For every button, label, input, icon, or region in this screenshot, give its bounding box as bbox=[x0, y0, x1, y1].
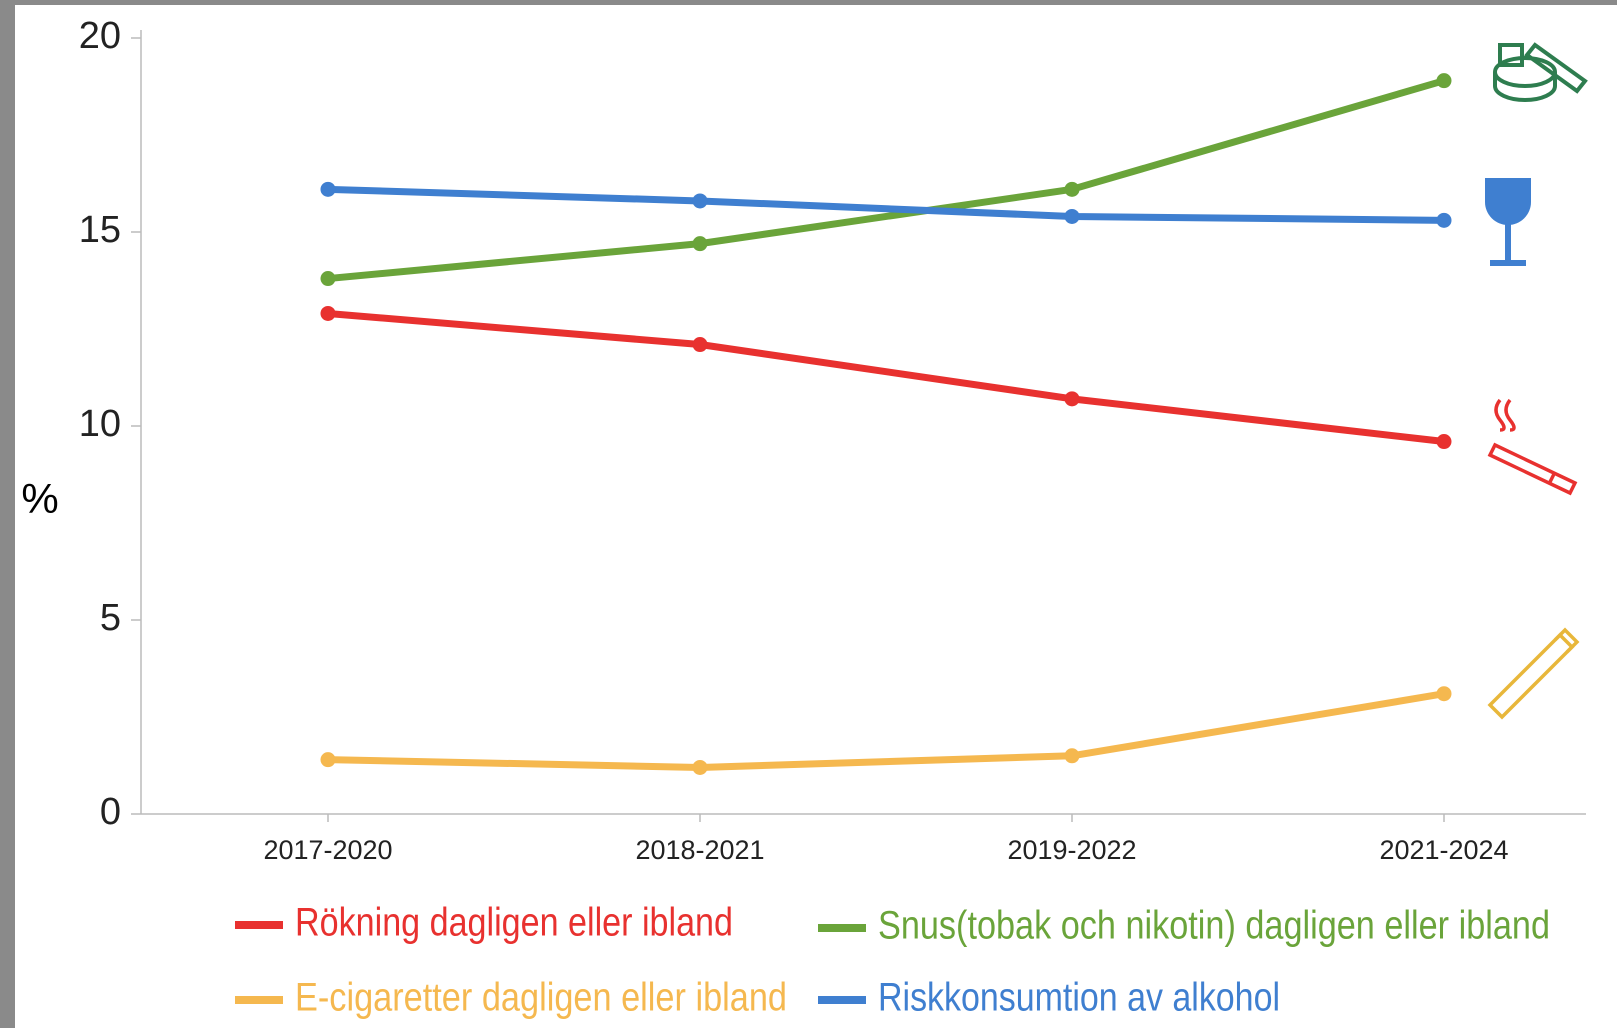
legend-swatch bbox=[818, 924, 866, 932]
legend-label: Snus(tobak och nikotin) dagligen eller i… bbox=[878, 904, 1550, 948]
data-point bbox=[1436, 434, 1452, 450]
x-tick-label: 2017-2020 bbox=[263, 835, 392, 865]
series-line bbox=[327, 690, 1445, 771]
legend-label: Rökning dagligen eller ibland bbox=[295, 901, 733, 945]
data-point bbox=[692, 193, 708, 209]
series-line bbox=[327, 77, 1445, 283]
y-tick-label: 10 bbox=[79, 403, 121, 445]
data-point bbox=[1064, 391, 1080, 407]
data-point bbox=[320, 181, 336, 197]
legend-label: Riskkonsumtion av alkohol bbox=[878, 976, 1280, 1020]
chart-background bbox=[15, 5, 1617, 1028]
cigarette-icon bbox=[1487, 398, 1578, 496]
legend-label: E-cigaretter dagligen eller ibland bbox=[295, 976, 787, 1020]
data-point bbox=[320, 752, 336, 768]
snus-icon bbox=[1493, 42, 1588, 102]
data-point bbox=[1436, 686, 1452, 702]
series-line bbox=[327, 185, 1445, 224]
y-axis-label: % bbox=[21, 475, 58, 522]
legend-swatch bbox=[235, 996, 283, 1004]
data-point bbox=[1436, 73, 1452, 89]
data-point bbox=[1064, 181, 1080, 197]
legend-swatch bbox=[235, 921, 283, 929]
x-tick-label: 2021-2024 bbox=[1379, 835, 1508, 865]
y-tick-label: 5 bbox=[100, 597, 121, 639]
data-point bbox=[692, 236, 708, 252]
data-point bbox=[320, 271, 336, 287]
y-tick-label: 0 bbox=[100, 791, 121, 833]
data-point bbox=[1064, 208, 1080, 224]
x-tick-label: 2018-2021 bbox=[635, 835, 764, 865]
ecig-icon bbox=[1487, 627, 1580, 720]
y-tick-label: 20 bbox=[79, 15, 121, 57]
data-point bbox=[320, 305, 336, 321]
y-tick-label: 15 bbox=[79, 209, 121, 251]
x-tick-label: 2019-2022 bbox=[1007, 835, 1136, 865]
glass-icon bbox=[1485, 178, 1531, 266]
legend-swatch bbox=[818, 996, 866, 1004]
series-line bbox=[327, 309, 1445, 445]
data-point bbox=[1064, 748, 1080, 764]
data-point bbox=[692, 337, 708, 353]
data-point bbox=[1436, 212, 1452, 228]
data-point bbox=[692, 759, 708, 775]
